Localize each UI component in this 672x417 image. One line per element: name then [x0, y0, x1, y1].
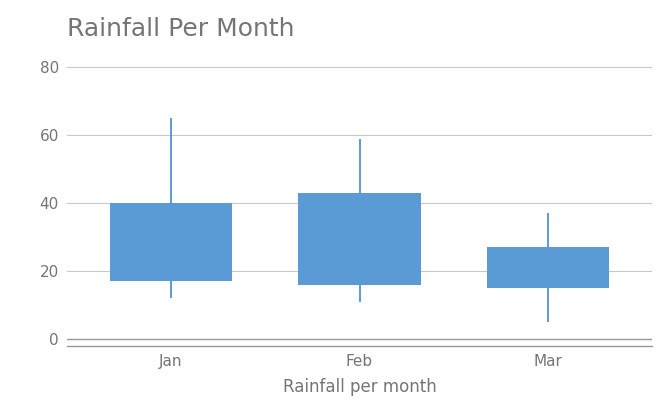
Bar [110, 203, 233, 281]
Bar [298, 193, 421, 285]
X-axis label: Rainfall per month: Rainfall per month [283, 378, 436, 396]
Bar [487, 247, 610, 288]
Text: Rainfall Per Month: Rainfall Per Month [67, 17, 295, 41]
